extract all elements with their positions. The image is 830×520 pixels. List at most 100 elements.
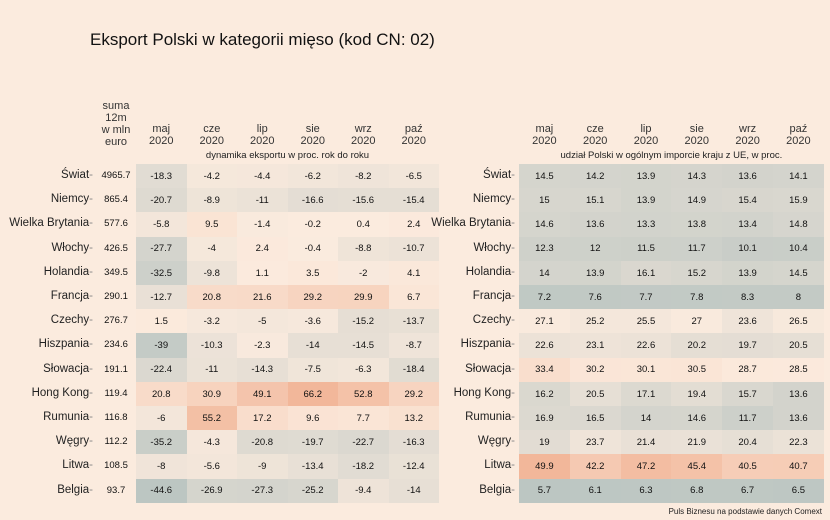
heatmap-cell: 22.6 [620, 333, 672, 359]
heatmap-cell: 20.2 [671, 333, 723, 359]
panel-subtitle: dynamika eksportu w proc. rok do roku [205, 150, 370, 161]
heatmap-cell: 19 [519, 430, 570, 455]
heatmap-cell: 14.6 [671, 406, 723, 431]
row-label: Słowacja- [465, 363, 515, 375]
tick-mark: - [89, 459, 93, 472]
row-label: Hong Kong- [454, 387, 515, 399]
heatmap-cell: 7.7 [338, 406, 389, 431]
row-label-text: Hiszpania [460, 338, 512, 351]
heatmap-cell: -0.4 [287, 236, 338, 262]
tick-mark: - [511, 386, 515, 399]
sum-value: 234.6 [104, 339, 128, 351]
row-label: Włochy- [473, 242, 515, 254]
heatmap-cell: -16.6 [287, 188, 338, 213]
sum-value: 290.1 [104, 291, 128, 302]
heatmap-cell: 6.3 [620, 478, 672, 504]
row-label-text: Niemcy [50, 193, 90, 206]
row-label: Czechy- [51, 314, 93, 326]
heatmap-cell: -11 [186, 357, 237, 383]
heatmap-cell: 20.5 [569, 381, 621, 407]
tick-mark: - [511, 193, 515, 206]
heatmap-cell: 49.1 [237, 381, 288, 407]
heatmap-cell: 15.1 [569, 188, 621, 213]
heatmap-cell: 20.8 [136, 381, 187, 407]
row-label-text: Belgia [479, 483, 512, 496]
heatmap-cell: -25.2 [287, 478, 338, 504]
heatmap-cell: 13.9 [620, 188, 672, 213]
heatmap-cell: 15.4 [722, 188, 773, 213]
heatmap-cell: 40.5 [722, 454, 773, 480]
heatmap-cell: 0.4 [338, 212, 389, 238]
heatmap-cell: 19.7 [722, 333, 773, 359]
heatmap-cell: 20.5 [773, 333, 824, 359]
heatmap-cell: -14 [388, 478, 439, 504]
row-label-text: Wielka Brytania [431, 217, 512, 230]
heatmap-cell: -19.7 [287, 430, 338, 455]
row-label: Rumunia- [465, 411, 515, 423]
heatmap-cell: -6.2 [287, 164, 338, 189]
heatmap-cell: 15.9 [773, 188, 824, 213]
heatmap-cell: 13.8 [671, 212, 723, 238]
column-header: lip 2020 [633, 123, 659, 147]
heatmap-cell: -8 [136, 454, 187, 480]
heatmap-cell: 13.6 [773, 381, 824, 407]
row-label: Węgry- [478, 435, 515, 447]
row-label: Hiszpania- [39, 338, 93, 350]
heatmap-cell: 14.5 [519, 164, 570, 189]
heatmap-cell: 14.5 [773, 260, 824, 286]
heatmap-cell: -14 [287, 333, 338, 359]
sum-value: 116.8 [104, 412, 128, 423]
heatmap-cell: 10.4 [773, 236, 824, 262]
heatmap-cell: 10.1 [722, 236, 773, 262]
sum-value: 108.5 [104, 460, 128, 472]
heatmap-cell: 23.6 [722, 309, 773, 334]
sum-value: 426.5 [104, 242, 128, 254]
column-header: sie 2020 [300, 123, 325, 147]
row-label-text: Włochy [51, 241, 90, 254]
heatmap-cell: 14.1 [773, 164, 824, 189]
heatmap-cell: -9.8 [186, 260, 237, 286]
heatmap-cell: 12.3 [519, 236, 570, 262]
heatmap-cell: 29.2 [388, 381, 439, 407]
row-label: Niemcy- [51, 193, 93, 205]
heatmap-cell: 30.9 [186, 381, 237, 407]
heatmap-cell: 13.9 [722, 260, 773, 286]
heatmap-cell: -10.3 [186, 333, 237, 359]
heatmap-cell: 1.5 [136, 309, 187, 334]
heatmap-cell: 13.9 [569, 260, 621, 286]
tick-mark: - [89, 169, 93, 181]
heatmap-cell: 33.4 [519, 357, 570, 383]
heatmap-cell: -14.3 [237, 357, 288, 383]
row-label-text: Litwa [484, 459, 512, 472]
heatmap-cell: 8.3 [722, 285, 773, 310]
heatmap-cell: -8.7 [388, 333, 439, 359]
column-header-sum: suma 12m w mln euro [101, 100, 131, 148]
row-label-text: Świat [61, 169, 90, 181]
tick-mark: - [89, 386, 93, 399]
heatmap-cell: -2 [338, 260, 389, 286]
heatmap-cell: 30.2 [569, 357, 621, 383]
tick-mark: - [511, 265, 515, 278]
tick-mark: - [89, 265, 93, 278]
tick-mark: - [89, 483, 93, 496]
heatmap-cell: 42.2 [569, 454, 621, 480]
tick-mark: - [89, 290, 93, 302]
heatmap-cell: -8.8 [338, 236, 389, 262]
heatmap-cell: -5 [237, 309, 288, 334]
heatmap-cell: -1.4 [237, 212, 288, 238]
heatmap-cell: 27.1 [519, 309, 570, 334]
heatmap-cell: 7.7 [620, 285, 672, 310]
heatmap-cell: -27.3 [237, 478, 288, 504]
heatmap-cell: 28.7 [722, 357, 773, 383]
heatmap-cell: 7.2 [519, 285, 570, 310]
tick-mark: - [89, 241, 93, 254]
heatmap-cell: -27.7 [136, 236, 187, 262]
heatmap-cell: 16.9 [519, 406, 570, 431]
heatmap-cell: 5.7 [519, 478, 570, 504]
row-label-text: Litwa [62, 459, 90, 472]
heatmap-cell: 3.5 [287, 260, 338, 286]
row-label-text: Belgia [57, 483, 90, 496]
column-header: maj 2020 [532, 123, 557, 147]
row-label: Świat- [61, 169, 93, 181]
row-label-text: Rumunia [465, 411, 512, 423]
